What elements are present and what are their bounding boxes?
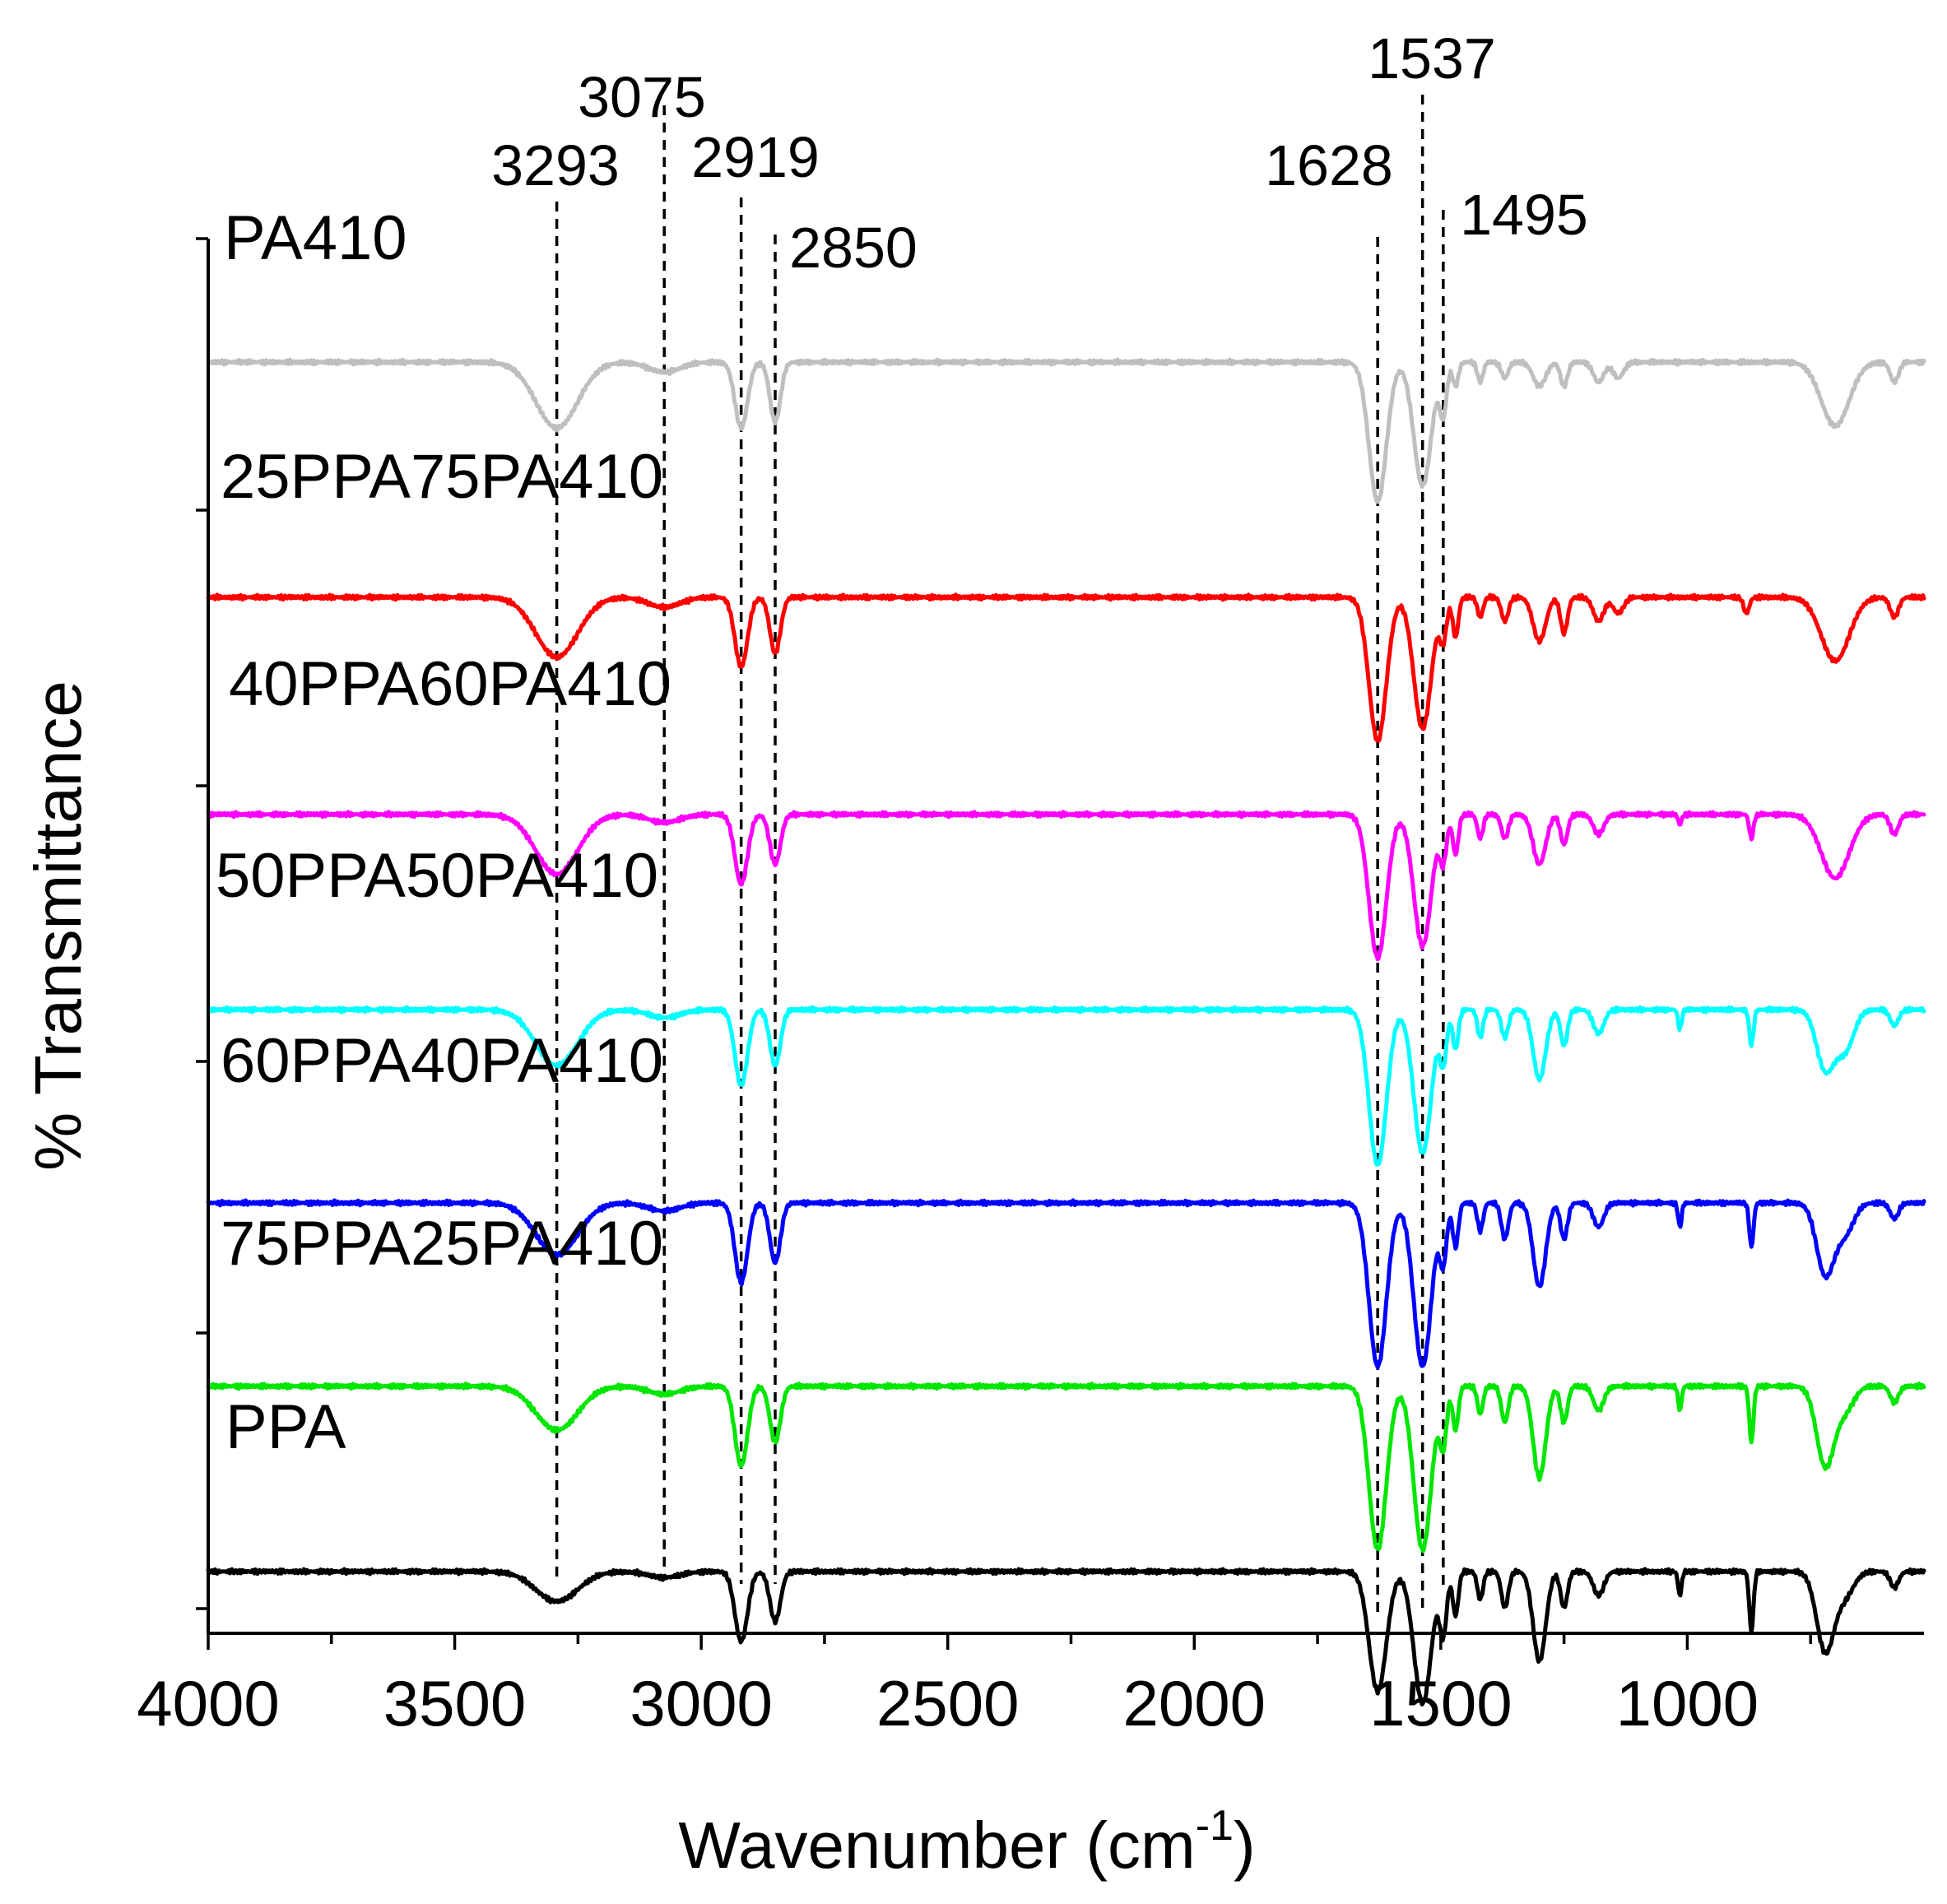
peak-label-3293: 3293 — [491, 133, 620, 197]
x-tick-label: 4000 — [137, 1667, 280, 1739]
peak-label-3075: 3075 — [578, 65, 706, 129]
series-line-75ppa25pa410 — [206, 1382, 1926, 1553]
axes: 4000 3500 3000 2500 2000 1500 1000 — [137, 237, 1924, 1739]
y-axis-ticks — [196, 237, 208, 1610]
x-tick-label: 2500 — [876, 1667, 1020, 1739]
series-line-50ppa50pa410 — [206, 1005, 1926, 1167]
reference-peak-lines — [555, 95, 1445, 1617]
series-labels: PA410 25PPA75PA410 40PPA60PA410 50PPA50PA41… — [216, 203, 671, 1462]
x-axis-title: Wavenumber (cm-1) — [678, 1802, 1255, 1882]
y-axis-title: % Transmittance — [21, 680, 95, 1171]
x-tick-label: 1000 — [1616, 1667, 1759, 1739]
peak-label-1537: 1537 — [1368, 26, 1496, 91]
series-line-ppa — [206, 1567, 1926, 1707]
series-line-40ppa60pa410 — [206, 810, 1926, 962]
peak-label-2919: 2919 — [691, 125, 820, 189]
series-line-25ppa75pa410 — [206, 592, 1926, 743]
series-label-40ppa60pa410: 40PPA60PA410 — [229, 649, 671, 719]
series-label-50ppa50pa410: 50PPA50PA410 — [216, 841, 658, 911]
series-label-25ppa75pa410: 25PPA75PA410 — [221, 442, 663, 512]
series-line-60ppa40pa410 — [206, 1198, 1926, 1370]
peak-label-1495: 1495 — [1460, 183, 1588, 247]
spectra-group — [206, 357, 1926, 1707]
series-line-pa410 — [206, 357, 1926, 504]
x-tick-label: 2000 — [1123, 1667, 1266, 1739]
x-axis-ticks: 4000 3500 3000 2500 2000 1500 1000 — [137, 1633, 1812, 1739]
series-label-60ppa40pa410: 60PPA40PA410 — [221, 1026, 663, 1096]
peak-label-2850: 2850 — [789, 216, 918, 280]
x-tick-label: 3000 — [630, 1667, 773, 1739]
series-label-ppa: PPA — [225, 1392, 346, 1462]
peak-label-1628: 1628 — [1265, 133, 1393, 197]
x-tick-label: 3500 — [383, 1667, 527, 1739]
series-label-pa410: PA410 — [224, 203, 407, 273]
x-tick-label: 1500 — [1369, 1667, 1513, 1739]
series-label-75ppa25pa410: 75PPA25PA410 — [221, 1209, 663, 1279]
